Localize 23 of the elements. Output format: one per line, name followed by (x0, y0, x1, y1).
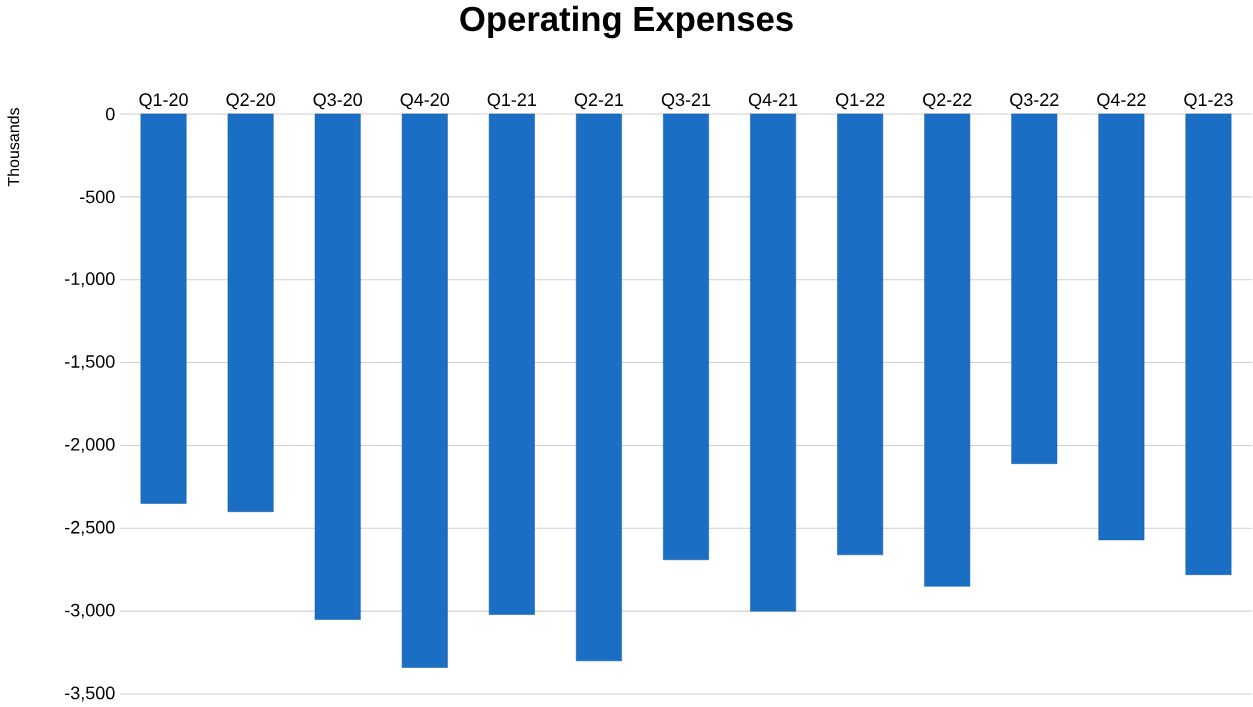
y-tick-label: -2,000 (65, 437, 115, 453)
x-tick-label: Q1-23 (1184, 93, 1233, 110)
x-tick-label: Q2-22 (923, 93, 972, 110)
x-tick-label: Q4-21 (748, 93, 798, 110)
x-tick-label: Q4-22 (1097, 93, 1146, 110)
x-tick-label: Q2-20 (226, 93, 275, 110)
x-tick-label: Q1-20 (139, 93, 188, 110)
y-tick-label: -1,000 (65, 272, 115, 288)
x-tick-label: Q3-22 (1010, 93, 1059, 110)
x-tick-label: Q4-20 (400, 93, 450, 110)
x-tick-label: Q1-22 (836, 93, 885, 110)
chart-title: Operating Expenses (460, 5, 793, 39)
x-tick-label: Q1-21 (487, 93, 536, 110)
y-tick-label: -1,500 (65, 355, 115, 371)
x-tick-label: Q2-21 (574, 93, 624, 110)
y-tick-label: -500 (80, 190, 115, 204)
y-axis-title: Thousands (7, 108, 20, 187)
y-tick-label: -3,000 (65, 603, 115, 619)
y-tick-label: -3,500 (65, 686, 115, 702)
y-tick-label: -2,500 (65, 520, 115, 536)
x-tick-label: Q3-21 (661, 93, 711, 110)
x-tick-label: Q3-20 (313, 93, 362, 110)
y-tick-label: 0 (105, 107, 115, 121)
